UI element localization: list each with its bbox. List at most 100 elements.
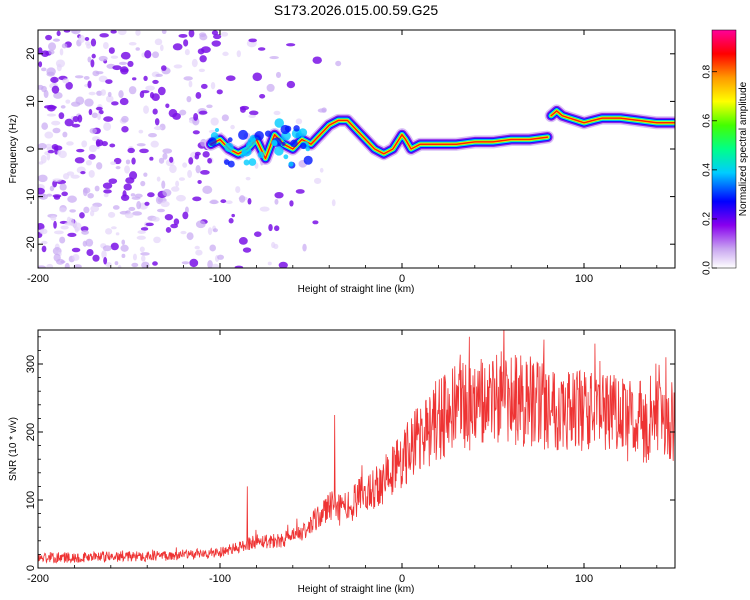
spectrogram-noise-blob (286, 80, 296, 89)
spectrogram-noise-blob (115, 166, 121, 170)
spectrogram-noise-blob (169, 156, 174, 163)
spectrogram-noise-blob (245, 176, 251, 181)
spectrogram-ridge-blob (303, 155, 313, 165)
spectrogram-noise-blob (149, 92, 155, 99)
spectrogram-noise-blob (74, 157, 85, 164)
spectrogram-noise-blob (200, 46, 211, 53)
spectrogram-noise-blob (71, 30, 81, 35)
spectrogram-noise-blob (41, 122, 49, 130)
spectrogram-noise-blob (38, 265, 47, 268)
spectrogram-noise-blob (118, 61, 128, 65)
spectrogram-noise-blob (131, 157, 136, 165)
spectrogram-noise-blob (85, 238, 94, 247)
spectrogram-noise-blob (200, 83, 208, 89)
spectrogram-noise-blob (252, 72, 263, 82)
spectrogram-noise-blob (88, 169, 95, 178)
spectrogram-noise-blob (98, 75, 108, 83)
spectrogram-noise-blob (211, 30, 219, 36)
spectrogram-noise-blob (143, 105, 149, 114)
x-tick-label: 0 (399, 273, 405, 285)
spectrogram-noise-blob (192, 196, 202, 202)
spectrogram-noise-blob (46, 193, 53, 197)
spectrogram-noise-blob (53, 253, 61, 262)
spectrogram-noise-blob (112, 205, 120, 210)
spectrogram-noise-blob (210, 81, 216, 90)
spectrogram-noise-blob (100, 89, 106, 96)
spectrogram-noise-blob (92, 254, 100, 262)
spectrogram-noise-blob (182, 211, 189, 220)
spectrogram-noise-blob (138, 129, 144, 134)
spectrogram-noise-blob (41, 240, 48, 245)
spectrogram-noise-blob (72, 115, 79, 123)
spectrogram-noise-blob (91, 112, 98, 119)
y-tick-label: -10 (25, 189, 37, 205)
spectrogram-noise-blob (107, 211, 116, 218)
spectrogram-noise-blob (152, 216, 160, 222)
spectrogram-noise-blob (52, 178, 62, 182)
spectrogram-noise-blob (81, 230, 89, 235)
spectrogram-noise-blob (202, 185, 213, 195)
spectrogram-noise-blob (155, 73, 163, 78)
spectrogram-noise-blob (275, 71, 282, 78)
spectrogram-noise-blob (267, 261, 272, 266)
spectrogram-noise-blob (143, 172, 148, 177)
spectrogram-noise-blob (269, 56, 279, 60)
spectrogram-noise-blob (46, 263, 54, 268)
spectrogram-noise-blob (84, 37, 90, 41)
spectrogram-y-ticks: -20 -10 0 10 20 (25, 48, 675, 252)
spectrogram-ridge-blob (300, 142, 307, 150)
spectrogram-noise-blob (117, 30, 127, 36)
snr-series (38, 330, 675, 564)
spectrogram-noise-blob (112, 65, 122, 71)
spectrogram-noise-blob (238, 195, 246, 203)
spectrogram-noise-blob (172, 43, 183, 51)
spectrogram-noise-blob (58, 150, 67, 159)
spectrogram-noise-blob (274, 191, 284, 199)
spectrogram-noise-blob (184, 206, 189, 214)
colorbar-tick-label: 0.0 (702, 261, 713, 275)
spectrogram-noise-blob (124, 165, 130, 174)
spectrogram-noise-blob (273, 243, 279, 249)
spectrogram-noise-blob (178, 33, 188, 38)
snr-y-ticks: 0 100 200 300 (25, 336, 675, 571)
spectrogram-noise-blob (124, 212, 134, 219)
spectrogram-ridge-blob (243, 159, 250, 166)
spectrogram-noise-blob (139, 246, 145, 253)
colorbar-tick-label: 0.2 (702, 212, 713, 226)
spectrogram-ridge-blob (254, 130, 264, 141)
spectrogram-noise-blob (207, 157, 213, 164)
spectrogram-noise-blob (179, 109, 187, 116)
spectrogram-noise-blob (78, 34, 85, 43)
spectrogram-noise-blob (266, 83, 275, 92)
x-tick-label: -200 (27, 573, 49, 585)
spectrogram-ridge-blob (238, 129, 249, 140)
spectrogram-noise-blob (136, 143, 146, 147)
spectrogram-noise-blob (44, 131, 54, 139)
spectrogram-noise-blob (83, 75, 90, 80)
spectrogram-noise-blob (87, 80, 92, 89)
spectrogram-noise-blob (92, 70, 100, 77)
spectrogram-noise-blob (96, 162, 103, 170)
spectrogram-ridge-blob (223, 159, 230, 165)
spectrogram-noise-blob (230, 124, 235, 130)
y-tick-label: -20 (25, 236, 37, 252)
spectrogram-noise-blob (53, 230, 64, 235)
spectrogram-noise-blob (105, 262, 112, 268)
spectrogram-noise-blob (80, 170, 86, 175)
spectrogram-noise-blob (157, 86, 166, 96)
spectrogram-noise-blob (188, 80, 193, 88)
spectrogram-noise-blob (75, 96, 85, 105)
spectrogram-ridge-blob (248, 158, 257, 166)
spectrogram-noise-blob (84, 98, 94, 107)
spectrogram-noise-blob (52, 127, 61, 134)
spectrogram-noise-blob (221, 114, 229, 122)
spectrogram-noise-blob (53, 92, 63, 99)
spectrogram-noise-blob (199, 32, 207, 38)
spectrogram-noise-blob (121, 239, 126, 245)
spectrogram-noise-blob (109, 143, 116, 148)
spectrogram-noise-blob (97, 112, 101, 121)
spectrogram-noise-blob (184, 49, 190, 56)
spectrogram-noise-blob (69, 209, 76, 213)
spectrogram-noise-blob (140, 227, 149, 231)
